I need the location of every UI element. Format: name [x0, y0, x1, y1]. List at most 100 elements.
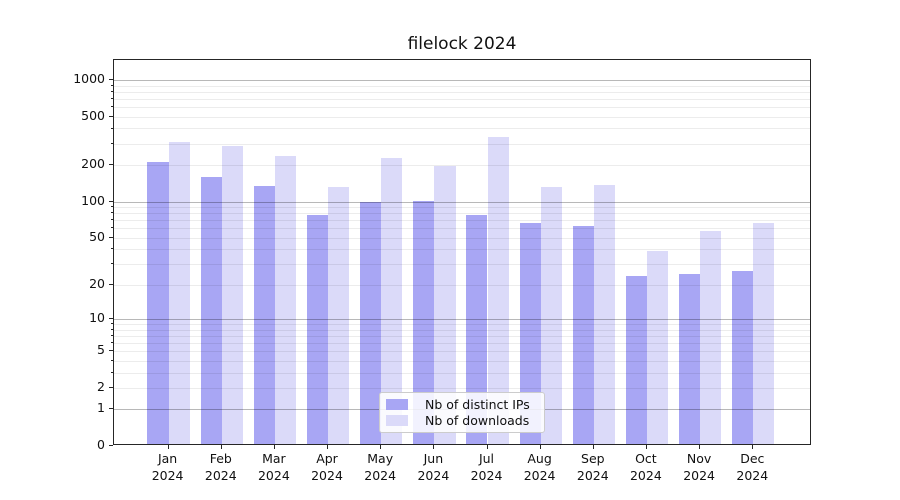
- chart-title: filelock 2024: [407, 34, 517, 54]
- gridline-minor-60: [114, 228, 810, 229]
- gridline-minor-5: [114, 351, 810, 352]
- bar-nb-of-downloads-nov-2024: [700, 230, 722, 444]
- y-tick-label-200: 200: [81, 156, 105, 172]
- y-tick-label-1: 1: [97, 400, 105, 416]
- y-tick-label-10: 10: [89, 310, 105, 325]
- gridline-minor-2: [114, 388, 810, 389]
- x-tick-label-jul-2024: Jul 2024: [470, 451, 503, 483]
- y-tick-label-2: 2: [97, 378, 105, 394]
- bar-nb-of-distinct-ips-feb-2024: [200, 176, 222, 444]
- gridline-minor-7: [114, 336, 810, 337]
- bar-nb-of-distinct-ips-oct-2024: [625, 275, 647, 444]
- y-minortick-6: [110, 341, 113, 343]
- x-tick-label-dec-2024: Dec 2024: [736, 451, 769, 483]
- bar-nb-of-distinct-ips-jun-2024: [413, 200, 435, 444]
- x-tick-label-may-2024: May 2024: [364, 451, 397, 483]
- y-minortick-40: [110, 248, 113, 250]
- x-tick-jun-2024: [433, 445, 435, 449]
- gridline-minor-30: [114, 264, 810, 265]
- x-tick-label-mar-2024: Mar 2024: [257, 451, 290, 483]
- y-tick-0: [109, 445, 113, 446]
- bar-nb-of-downloads-mar-2024: [274, 155, 297, 444]
- legend-label-distinct-ips: Nb of distinct IPs: [425, 397, 530, 413]
- gridline-minor-80: [114, 213, 810, 214]
- x-tick-label-jan-2024: Jan 2024: [151, 451, 184, 483]
- gridline-minor-400: [114, 128, 810, 129]
- legend-swatch-downloads: [386, 414, 408, 426]
- y-tick-label-100: 100: [81, 192, 105, 208]
- y-minortick-3: [110, 371, 113, 373]
- y-tick-label-500: 500: [81, 107, 105, 123]
- y-tick-label-0: 0: [97, 437, 105, 452]
- gridline-minor-9: [114, 324, 810, 325]
- gridline-minor-20: [114, 285, 810, 286]
- bar-nb-of-distinct-ips-dec-2024: [732, 271, 754, 444]
- plot-area: [113, 59, 811, 445]
- x-tick-jan-2024: [167, 445, 169, 449]
- y-tick-20: [109, 283, 113, 285]
- bar-nb-of-distinct-ips-apr-2024: [306, 214, 328, 444]
- y-minortick-800: [110, 90, 113, 92]
- bar-nb-of-distinct-ips-sep-2024: [572, 226, 594, 444]
- y-minortick-300: [110, 142, 113, 144]
- y-tick-label-20: 20: [89, 275, 105, 291]
- y-tick-1: [109, 408, 113, 410]
- x-tick-nov-2024: [699, 445, 701, 449]
- y-minortick-4: [110, 359, 113, 361]
- bar-nb-of-distinct-ips-mar-2024: [253, 185, 275, 444]
- x-tick-label-apr-2024: Apr 2024: [311, 451, 343, 483]
- x-tick-oct-2024: [645, 445, 647, 449]
- gridline-minor-90: [114, 207, 810, 208]
- legend-label-downloads: Nb of downloads: [425, 412, 530, 428]
- bar-nb-of-downloads-may-2024: [381, 157, 403, 444]
- gridline-minor-700: [114, 99, 810, 100]
- bar-nb-of-downloads-sep-2024: [593, 185, 615, 444]
- y-minortick-90: [110, 206, 113, 208]
- y-minortick-30: [110, 263, 113, 265]
- y-tick-5: [109, 350, 113, 352]
- y-minortick-70: [110, 219, 113, 221]
- y-minortick-8: [110, 328, 113, 330]
- gridline-minor-70: [114, 220, 810, 221]
- y-tick-10: [109, 318, 113, 319]
- x-tick-label-aug-2024: Aug 2024: [523, 451, 556, 483]
- gridline-minor-300: [114, 144, 810, 145]
- x-tick-apr-2024: [327, 445, 328, 449]
- legend-item-distinct-ips: Nb of distinct IPs: [386, 397, 538, 413]
- x-tick-feb-2024: [220, 445, 222, 449]
- y-tick-50: [109, 236, 113, 238]
- bar-nb-of-downloads-aug-2024: [540, 187, 562, 444]
- x-tick-label-oct-2024: Oct 2024: [629, 451, 662, 483]
- gridline-minor-3: [114, 373, 810, 374]
- y-tick-2: [109, 386, 113, 388]
- x-tick-dec-2024: [752, 445, 754, 449]
- x-tick-jul-2024: [486, 445, 488, 449]
- y-tick-500: [109, 115, 113, 117]
- y-minortick-9: [110, 323, 113, 324]
- y-minortick-600: [110, 106, 113, 108]
- bar-nb-of-distinct-ips-may-2024: [360, 202, 382, 444]
- legend-swatch-distinct-ips: [386, 399, 408, 411]
- gridline-minor-900: [114, 86, 810, 87]
- y-tick-200: [109, 164, 113, 166]
- y-minortick-80: [110, 212, 113, 214]
- x-tick-may-2024: [380, 445, 382, 449]
- gridline-minor-500: [114, 117, 810, 118]
- y-tick-label-5: 5: [97, 342, 105, 358]
- gridline-minor-50: [114, 238, 810, 239]
- x-tick-aug-2024: [539, 445, 541, 449]
- y-minortick-7: [110, 334, 113, 336]
- bar-nb-of-downloads-jun-2024: [434, 165, 456, 444]
- y-tick-100: [109, 200, 113, 202]
- bar-nb-of-downloads-apr-2024: [328, 187, 350, 444]
- gridline-minor-6: [114, 343, 810, 344]
- x-tick-label-nov-2024: Nov 2024: [683, 451, 715, 483]
- gridline-minor-800: [114, 92, 810, 93]
- legend-item-downloads: Nb of downloads: [386, 413, 538, 429]
- y-tick-1000: [109, 79, 113, 80]
- x-tick-label-jun-2024: Jun 2024: [417, 451, 450, 483]
- legend: Nb of distinct IPs Nb of downloads: [379, 392, 545, 433]
- gridline-minor-8: [114, 330, 810, 331]
- bar-nb-of-downloads-dec-2024: [753, 222, 775, 444]
